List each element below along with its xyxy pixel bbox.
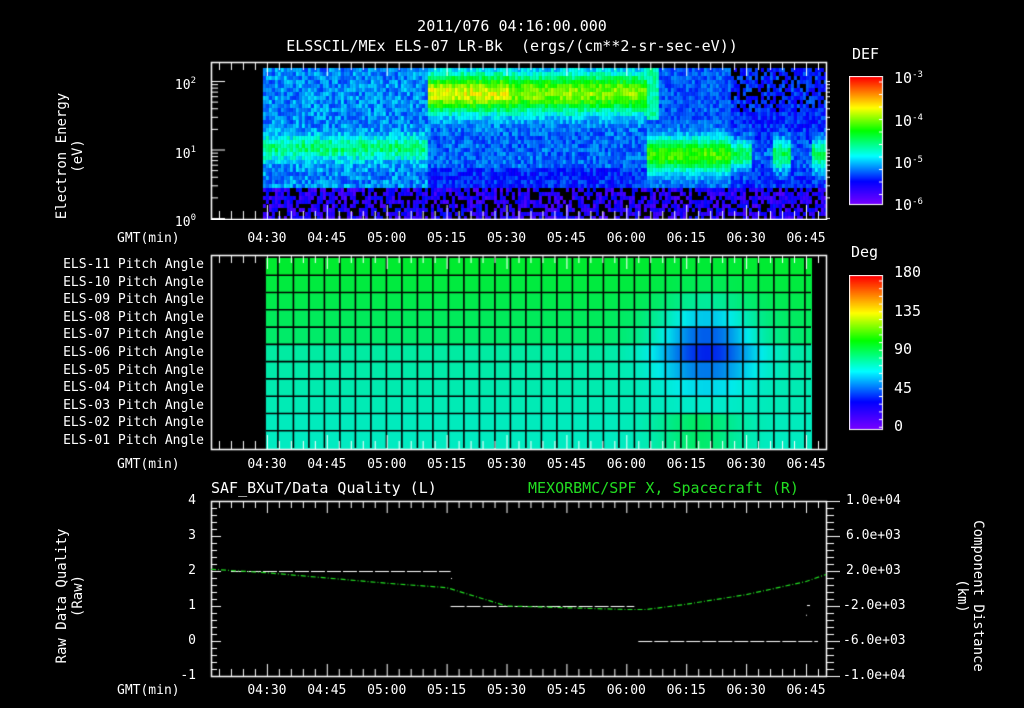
spec-xaxis-label: GMT(min) — [117, 231, 180, 246]
time-tick-label: 06:30 — [726, 231, 766, 246]
def-colorbar-title: DEF — [852, 45, 880, 63]
time-tick-label: 05:15 — [427, 683, 467, 698]
deg-colorbar-label: 135 — [894, 301, 922, 320]
right-series-title: MEXORBMC/SPF X, Spacecraft (R) — [528, 479, 799, 497]
right-ylabel: Component Distance (km) — [954, 520, 986, 672]
time-tick-label: 05:30 — [486, 683, 527, 698]
right-ytick-label: -6.0e+03 — [843, 633, 906, 648]
deg-colorbar — [849, 275, 885, 431]
time-tick-label: 06:15 — [666, 683, 706, 698]
time-tick-label: 05:45 — [546, 231, 586, 246]
time-tick-label: 05:00 — [367, 231, 407, 246]
time-tick-label: 06:15 — [666, 231, 706, 246]
pitch-row-label: ELS-10 Pitch Angle — [63, 274, 204, 290]
time-tick-label: 05:15 — [427, 231, 467, 246]
right-ytick-label: -2.0e+03 — [843, 598, 906, 613]
time-tick-label: 06:30 — [726, 457, 766, 472]
pitch-row-label: ELS-09 Pitch Angle — [63, 292, 204, 308]
left-ylabel: Raw Data Quality (Raw) — [54, 528, 86, 664]
time-tick-label: 05:30 — [486, 231, 527, 246]
time-tick-label: 06:00 — [606, 683, 646, 698]
pitch-row-label: ELS-04 Pitch Angle — [63, 380, 204, 396]
deg-colorbar-label: 180 — [894, 263, 922, 281]
time-tick-label: 06:45 — [786, 683, 826, 698]
time-tick-label: 05:30 — [486, 457, 527, 472]
pitch-row-label: ELS-06 Pitch Angle — [63, 345, 204, 360]
time-tick-label: 06:00 — [606, 457, 646, 472]
time-tick-label: 06:45 — [786, 457, 826, 472]
right-ytick-label: 1.0e+04 — [846, 493, 901, 508]
right-ytick-label: 6.0e+03 — [846, 528, 901, 543]
plot-timestamp: 2011/076 04:16:00.000 — [417, 17, 607, 35]
line-plot — [200, 496, 840, 686]
line-xaxis-label: GMT(min) — [117, 683, 180, 698]
time-tick-label: 04:30 — [247, 683, 287, 698]
time-tick-label: 06:15 — [666, 457, 706, 472]
time-tick-label: 04:30 — [247, 231, 287, 246]
spec-ytick-100: 102 — [174, 76, 196, 93]
spec-ytick-10: 101 — [174, 145, 196, 162]
left-series-title: SAF_BXuT/Data Quality (L) — [211, 479, 437, 497]
time-tick-label: 05:45 — [546, 683, 586, 698]
spectrogram-ylabel: Electron Energy (eV) — [54, 92, 86, 220]
def-label-1e-5: 10-5 — [894, 154, 923, 172]
time-tick-label: 05:45 — [546, 457, 586, 472]
time-tick-label: 06:00 — [606, 231, 646, 246]
deg-colorbar-label: 90 — [894, 340, 913, 358]
spectrogram-plot — [210, 60, 830, 220]
deg-colorbar-label: 0 — [894, 417, 904, 435]
def-colorbar — [849, 76, 885, 206]
right-ytick-label: 2.0e+03 — [846, 563, 901, 578]
def-label-1e-4: 10-4 — [894, 112, 923, 130]
left-ytick-label: 4 — [188, 493, 196, 508]
pitch-row-label: ELS-05 Pitch Angle — [63, 362, 204, 378]
time-tick-label: 05:00 — [367, 683, 407, 698]
left-ytick-label: 0 — [188, 633, 196, 648]
spec-ytick-1: 100 — [174, 213, 196, 230]
def-label-1e-6: 10-6 — [894, 196, 923, 214]
pitch-row-label: ELS-03 Pitch Angle — [63, 397, 204, 413]
deg-colorbar-label: 45 — [894, 378, 913, 397]
time-tick-label: 04:45 — [307, 457, 347, 472]
time-tick-label: 04:45 — [307, 683, 347, 698]
time-tick-label: 06:45 — [786, 231, 826, 246]
pitch-row-label: ELS-08 Pitch Angle — [63, 309, 204, 325]
left-ytick-label: 2 — [188, 563, 196, 578]
time-tick-label: 06:30 — [726, 683, 766, 698]
time-tick-label: 05:00 — [367, 457, 407, 472]
left-ytick-label: -1 — [180, 668, 196, 683]
time-tick-label: 04:45 — [307, 231, 347, 246]
pitch-xaxis-label: GMT(min) — [117, 457, 180, 472]
pitch-row-label: ELS-01 Pitch Angle — [63, 433, 204, 448]
right-ytick-label: -1.0e+04 — [843, 668, 906, 683]
pitch-row-label: ELS-02 Pitch Angle — [63, 415, 204, 431]
pitch-row-label: ELS-11 Pitch Angle — [63, 257, 204, 272]
time-tick-label: 04:30 — [247, 457, 287, 472]
deg-colorbar-title: Deg — [851, 243, 879, 261]
left-ytick-label: 1 — [188, 598, 196, 613]
time-tick-label: 05:15 — [427, 457, 467, 472]
pitch-angle-plot — [210, 252, 830, 452]
plot-subtitle: ELSSCIL/MEx ELS-07 LR-Bk (ergs/(cm**2-sr… — [286, 37, 738, 55]
def-label-1e-3: 10-3 — [894, 69, 923, 87]
pitch-row-label: ELS-07 Pitch Angle — [63, 327, 204, 343]
left-ytick-label: 3 — [188, 528, 196, 543]
